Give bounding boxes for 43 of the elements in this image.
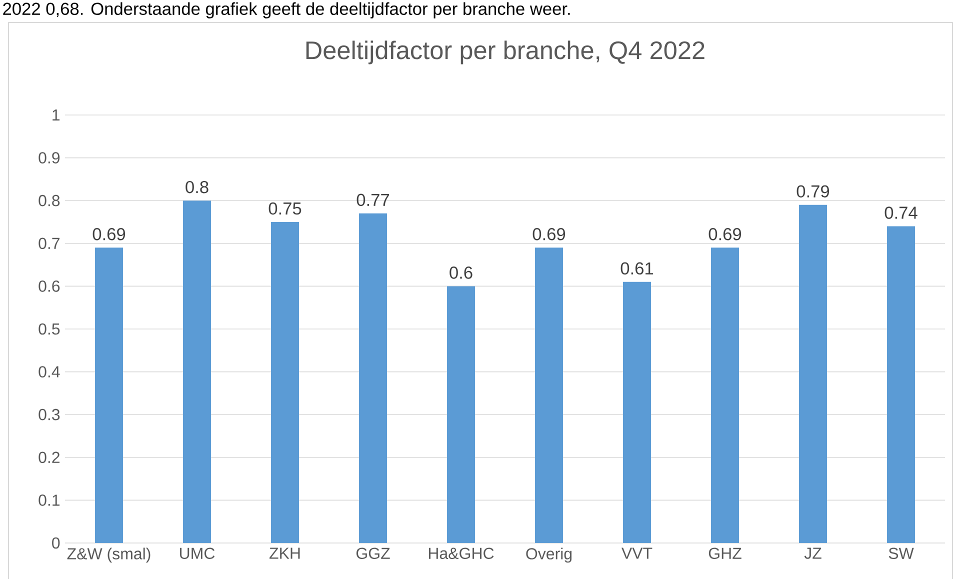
data-label: 0.6 xyxy=(450,266,472,279)
bar xyxy=(271,222,300,543)
y-tick-label: 1 xyxy=(52,110,60,120)
bar xyxy=(95,248,124,543)
data-label: 0.61 xyxy=(620,262,654,275)
y-tick-label: 0.6 xyxy=(38,280,60,292)
x-tick-label: SW xyxy=(888,548,914,560)
y-tick-label: 0.7 xyxy=(38,238,60,250)
bar xyxy=(447,286,476,543)
x-tick-label: UMC xyxy=(180,548,215,560)
x-tick-label: VVT xyxy=(622,548,652,559)
data-label: 0.69 xyxy=(92,228,126,240)
bar xyxy=(711,248,740,543)
x-tick-label: Overig xyxy=(526,548,572,563)
y-tick-label: 0.5 xyxy=(38,323,60,335)
bar xyxy=(799,204,828,543)
y-tick-label: 0.2 xyxy=(38,452,60,464)
bar xyxy=(535,248,564,543)
y-tick-label: 0.3 xyxy=(38,408,60,420)
data-label: 0.69 xyxy=(708,228,742,240)
data-label: 0.74 xyxy=(884,206,918,219)
y-tick-label: 0.4 xyxy=(38,366,60,378)
x-tick-label: Ha&GHC xyxy=(428,548,494,560)
y-tick-label: 0.8 xyxy=(38,194,60,206)
x-tick-label: GGZ xyxy=(356,548,390,560)
bar xyxy=(359,213,388,543)
y-tick-label: 0.9 xyxy=(38,152,60,164)
bar xyxy=(623,282,651,543)
bar xyxy=(183,200,212,543)
x-tick-label: ZKH xyxy=(270,548,300,559)
bar xyxy=(887,226,915,543)
x-tick-label: GHZ xyxy=(708,548,742,560)
data-label: 0.77 xyxy=(356,194,389,206)
y-tick-label: 0 xyxy=(52,537,60,549)
data-label: 0.8 xyxy=(186,180,208,194)
text: 2022 0,68. Onderstaande grafiek geeft de deeltijdfactor per branche weer. xyxy=(3,2,570,18)
data-label: 0.69 xyxy=(532,228,566,240)
chart-title: Deeltijdfactor per branche, Q4 2022 xyxy=(306,40,704,64)
data-label: 0.75 xyxy=(268,202,302,215)
data-label: 0.79 xyxy=(796,185,830,198)
y-tick-label: 0.1 xyxy=(38,494,60,506)
x-tick-label: Z&W (smal) xyxy=(67,548,150,563)
x-tick-label: JZ xyxy=(804,548,822,559)
